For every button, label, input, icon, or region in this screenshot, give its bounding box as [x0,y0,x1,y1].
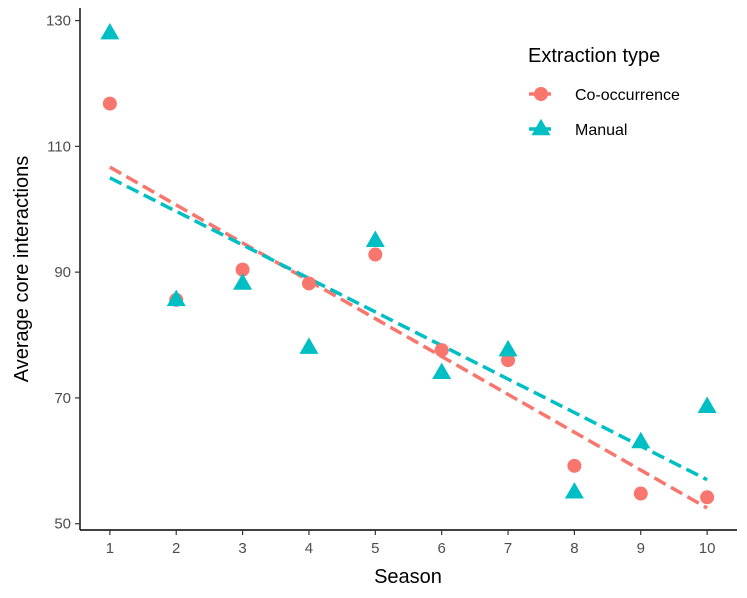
point-manual [697,396,717,413]
x-tick-label: 7 [504,540,512,557]
y-ticks: 50 70 90 110 130 [46,13,80,533]
point-co-occurrence [567,458,582,473]
y-tick-label: 90 [54,264,71,281]
x-tick-label: 3 [238,540,246,557]
point-manual [365,230,385,247]
plot-area [100,22,717,510]
x-axis-title: Season [374,566,442,588]
point-manual [564,482,584,499]
legend-label-manual: Manual [575,122,627,139]
x-tick-label: 8 [570,540,578,557]
x-ticks: 1 2 3 4 5 6 7 8 9 10 [106,530,716,557]
trend-line-co-occurrence [108,165,709,510]
x-tick-label: 9 [637,540,645,557]
legend-title: Extraction type [528,45,660,67]
y-tick-label: 130 [46,13,71,30]
y-tick-label: 70 [54,390,71,407]
point-co-occurrence [700,490,715,505]
y-axis-title: Average core interactions [11,156,33,382]
y-tick-label: 50 [54,516,71,533]
x-tick-label: 6 [438,540,446,557]
legend-key-manual [531,118,551,136]
x-tick-label: 4 [305,540,313,557]
axes [79,8,737,531]
point-manual [631,431,651,449]
point-co-occurrence [501,353,516,368]
point-co-occurrence [368,247,383,262]
y-tick-label: 110 [47,138,71,155]
point-co-occurrence [434,343,449,358]
trend-line-manual [109,176,708,482]
x-tick-label: 5 [371,540,379,557]
point-co-occurrence [301,276,316,291]
point-co-occurrence [102,96,117,111]
legend-label-co-occurrence: Co-occurrence [575,87,680,104]
point-co-occurrence [633,486,648,501]
point-manual [233,273,253,290]
x-tick-label: 10 [699,540,716,557]
x-tick-label: 1 [106,540,114,557]
point-manual [299,337,319,354]
point-co-occurrence [235,262,250,277]
point-manual [498,339,518,357]
point-manual [100,22,120,40]
x-tick-label: 2 [172,540,180,557]
legend: Extraction type Co-occurrence Manual [528,45,680,139]
point-manual [432,362,452,380]
point-manual [166,289,186,307]
legend-key-co-occurrence [534,87,548,101]
